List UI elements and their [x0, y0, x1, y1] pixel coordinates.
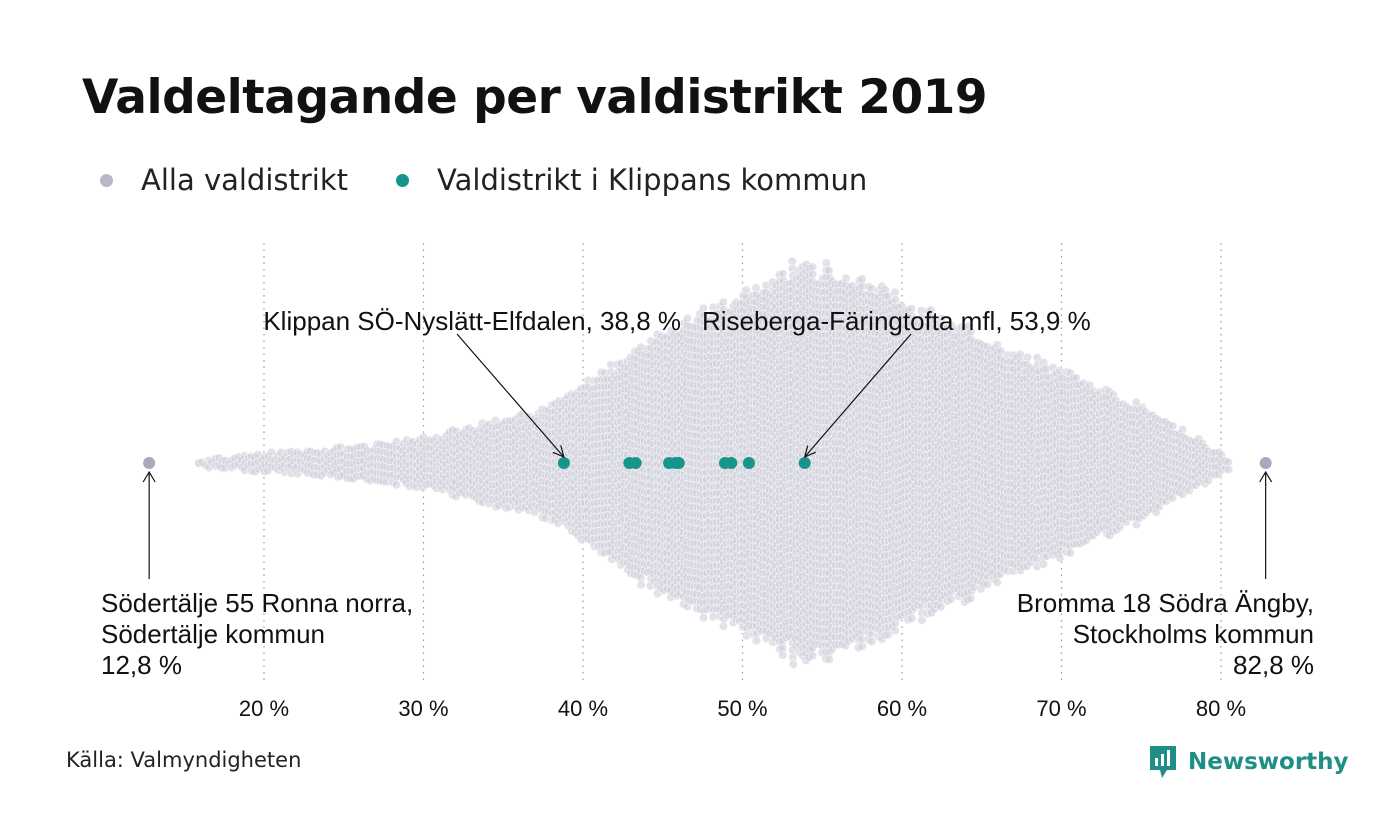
- data-point: [392, 480, 401, 490]
- data-point: [636, 580, 646, 590]
- legend-item-klippan: Valdistrikt i Klippans kommun: [396, 163, 867, 197]
- data-point: [699, 613, 708, 623]
- legend-label-klippan: Valdistrikt i Klippans kommun: [437, 163, 868, 197]
- data-point: [718, 621, 728, 631]
- legend-item-all: Alla valdistrikt: [100, 163, 348, 197]
- legend-dot-klippan: [396, 173, 410, 187]
- swarm-points: [194, 256, 1234, 669]
- chart-title: Valdeltagande per valdistrikt 2019: [82, 70, 988, 125]
- data-point: [778, 650, 788, 660]
- data-point: [857, 641, 867, 651]
- data-point: [751, 636, 761, 646]
- data-point: [808, 651, 818, 661]
- legend-dot-all: [100, 173, 113, 187]
- data-point: [824, 654, 834, 664]
- legend: Alla valdistrikt Valdistrikt i Klippans …: [100, 160, 915, 200]
- data-point: [890, 626, 900, 636]
- legend-label-all: Alla valdistrikt: [141, 163, 349, 197]
- data-point: [788, 659, 798, 669]
